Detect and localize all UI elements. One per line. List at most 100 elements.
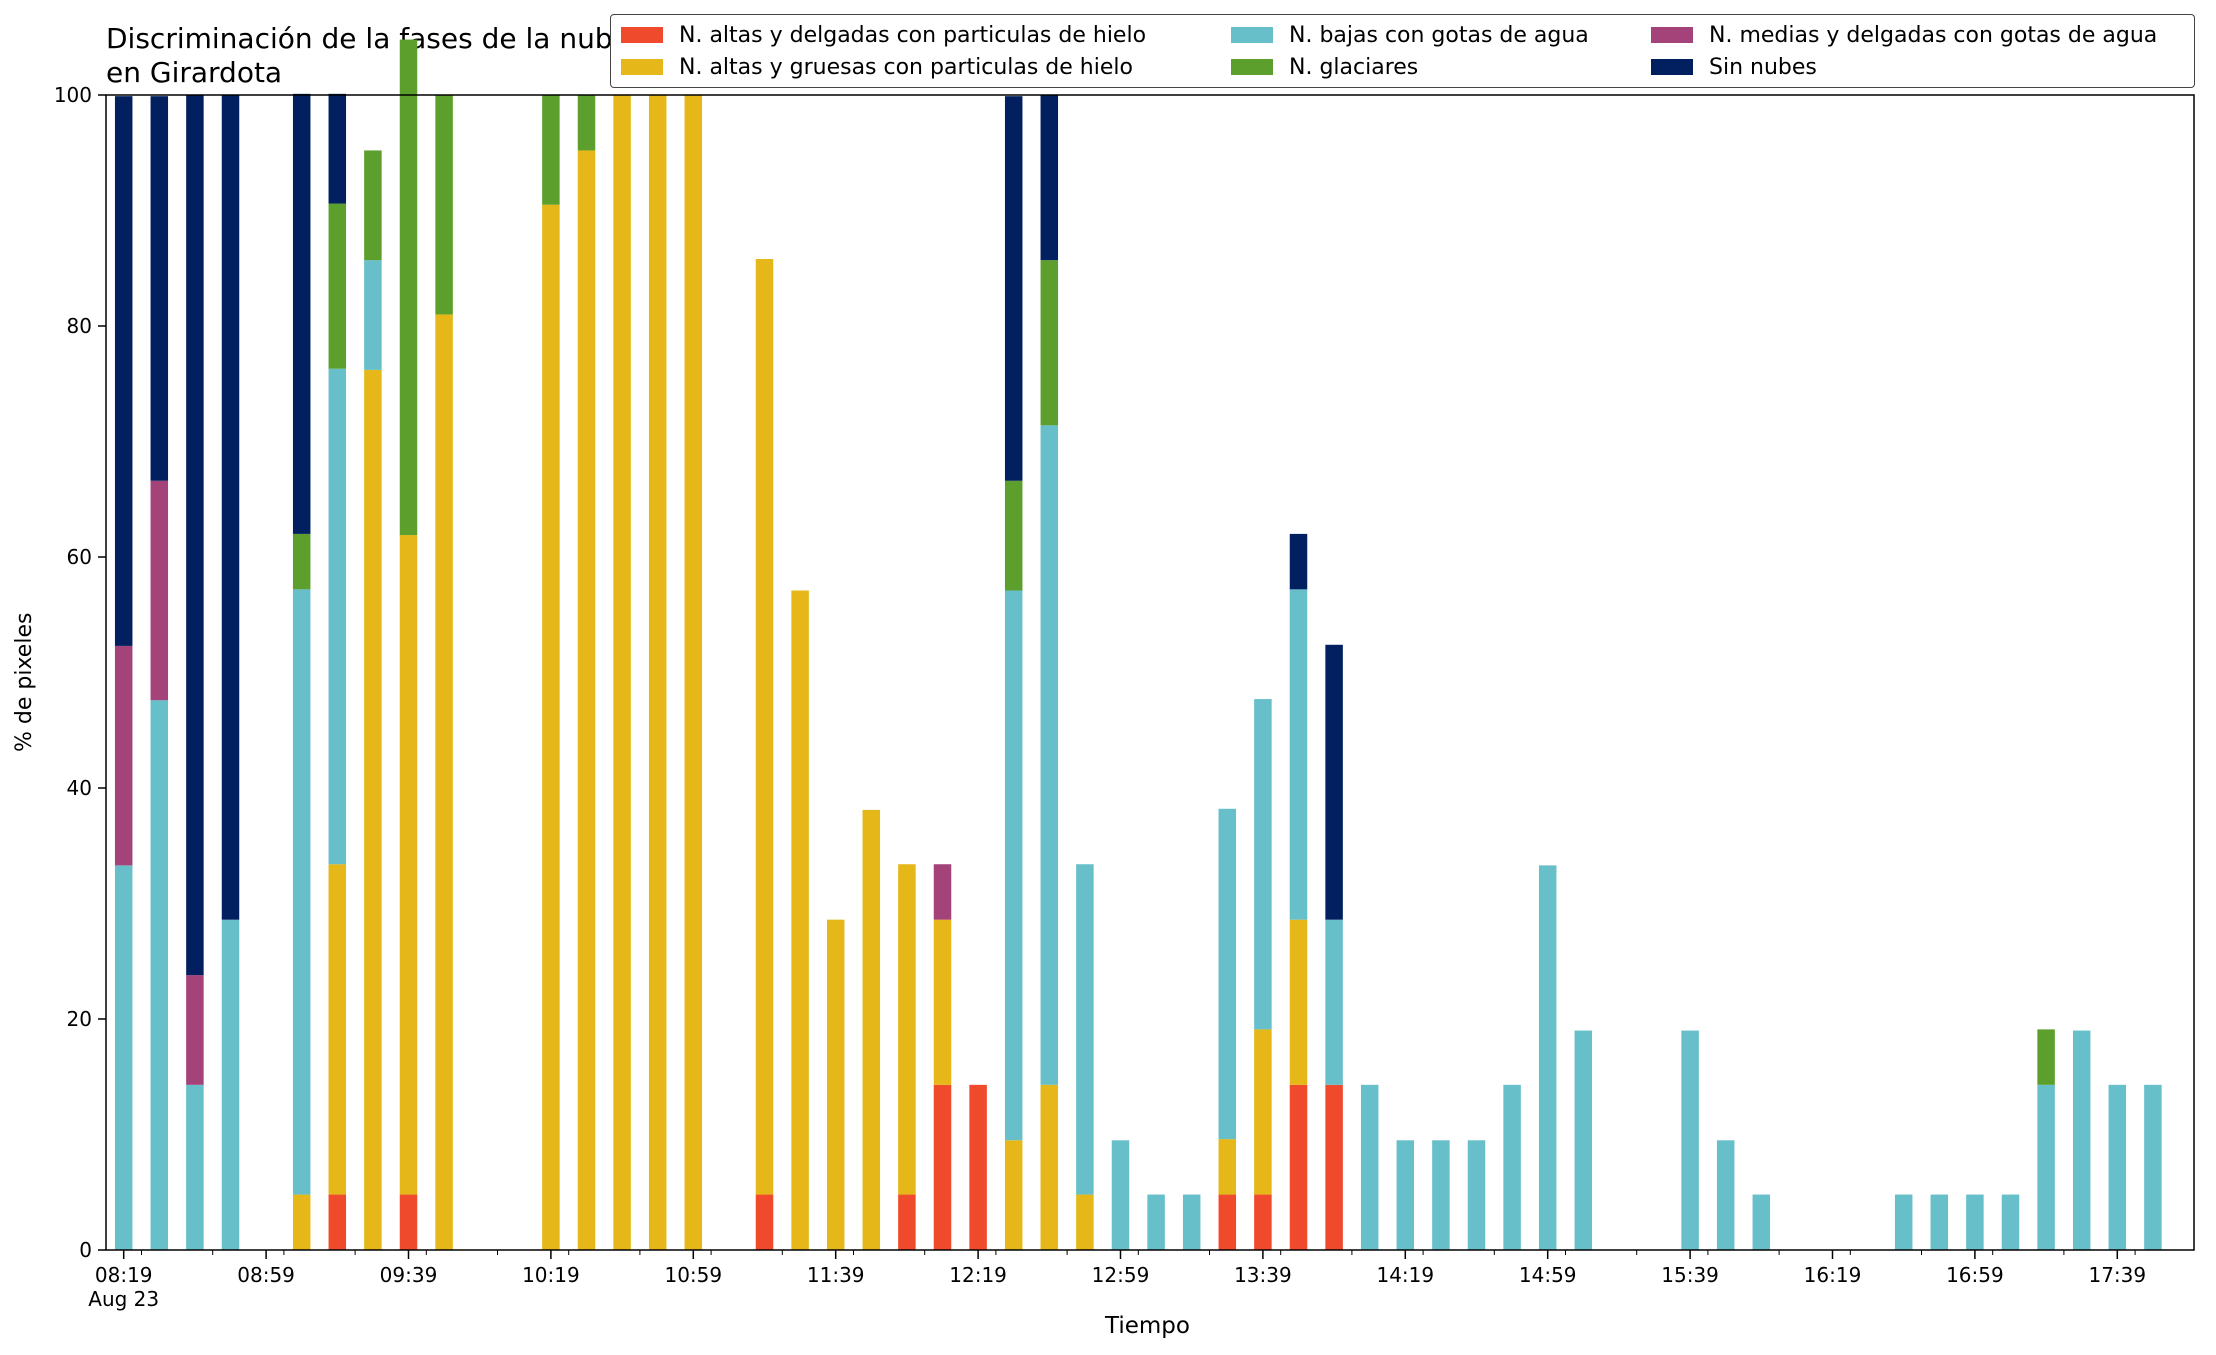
bar-segment-53-2: [2001, 1194, 2020, 1250]
y-tick-label: 0: [79, 1238, 92, 1262]
legend-swatch: [621, 26, 663, 43]
bar-segment-25-1: [1004, 1140, 1023, 1250]
x-tick-sublabel: Aug 23: [88, 1287, 159, 1311]
x-axis-label: Tiempo: [1105, 1313, 1190, 1339]
bar-segment-0-2: [114, 865, 133, 1250]
bar-segment-39-2: [1503, 1084, 1521, 1250]
bar-segment-44-2: [1681, 1030, 1699, 1250]
bar-segment-2-4: [186, 975, 204, 1085]
legend-label: N. medias y delgadas con gotas de agua: [1709, 23, 2158, 48]
x-tick-label: 10:59: [664, 1263, 722, 1287]
legend-item-bajas-agua: N. bajas con gotas de agua: [1231, 23, 1589, 49]
bar-segment-18-1: [755, 259, 774, 1195]
bar-segment-37-2: [1432, 1140, 1450, 1250]
bar-segment-30-2: [1182, 1194, 1201, 1250]
bar-segment-27-2: [1076, 864, 1094, 1195]
legend-label: Sin nubes: [1709, 55, 1817, 80]
legend-swatch: [1231, 26, 1273, 43]
legend-swatch: [621, 58, 663, 75]
bar-segment-8-1: [399, 535, 418, 1195]
x-tick-label: 13:39: [1234, 1263, 1292, 1287]
bar-segment-31-2: [1218, 808, 1237, 1140]
bar-segment-34-2: [1325, 919, 1343, 1085]
bar-segment-32-1: [1254, 1029, 1272, 1195]
bar-segment-23-1: [933, 919, 952, 1085]
bar-segment-52-2: [1966, 1194, 1984, 1250]
x-tick-label: 16:19: [1804, 1263, 1862, 1287]
bar-segment-6-1: [328, 864, 347, 1195]
bar-segment-8-3: [399, 39, 418, 536]
bar-segment-51-2: [1930, 1194, 1949, 1250]
bar-segment-6-0: [328, 1194, 347, 1250]
bar-segment-16-1: [684, 95, 703, 1250]
x-tick-label: 12:19: [949, 1263, 1007, 1287]
bar-segment-1-5: [150, 96, 169, 481]
bar-segment-31-1: [1218, 1139, 1237, 1195]
y-tick-label: 80: [67, 314, 92, 338]
bar-segment-50-2: [1894, 1194, 1913, 1250]
bar-segment-33-0: [1289, 1084, 1308, 1250]
bar-segment-6-3: [328, 203, 347, 369]
bar-segment-26-2: [1040, 425, 1059, 1085]
bar-segment-34-5: [1325, 644, 1343, 920]
bar-segment-24-0: [969, 1084, 987, 1250]
bar-segment-1-4: [150, 480, 169, 701]
bar-segment-54-3: [2037, 1029, 2055, 1085]
legend-item-glaciares: N. glaciares: [1231, 55, 1418, 81]
bar-segment-25-5: [1004, 96, 1023, 481]
x-tick-label: 14:59: [1519, 1263, 1577, 1287]
bar-segment-6-5: [328, 93, 347, 204]
bar-segment-21-1: [862, 809, 881, 1250]
bar-segment-6-2: [328, 368, 347, 865]
bar-segment-14-1: [613, 95, 631, 1250]
bar-segment-5-2: [292, 589, 311, 1195]
bar-segment-32-2: [1254, 699, 1272, 1030]
x-tick-label: 15:39: [1661, 1263, 1719, 1287]
x-tick-label: 12:59: [1092, 1263, 1150, 1287]
legend-swatch: [1651, 58, 1693, 75]
plot-frame: [105, 94, 2195, 1251]
bar-segment-2-2: [186, 1084, 204, 1250]
legend: N. altas y delgadas con particulas de hi…: [610, 14, 2195, 88]
chart-title: Discriminación de la fases de la nube en…: [106, 22, 630, 89]
y-tick-label: 60: [67, 545, 92, 569]
bar-segment-26-3: [1040, 260, 1059, 426]
x-tick-label: 09:39: [380, 1263, 438, 1287]
bar-segment-13-1: [577, 150, 596, 1251]
bar-segment-28-2: [1111, 1140, 1130, 1250]
legend-label: N. altas y gruesas con particulas de hie…: [679, 55, 1133, 80]
y-tick-label: 20: [67, 1007, 92, 1031]
legend-item-altas-gruesas: N. altas y gruesas con particulas de hie…: [621, 55, 1133, 81]
bar-segment-7-3: [364, 150, 382, 261]
bar-segment-40-2: [1538, 865, 1557, 1250]
bar-segment-5-5: [292, 93, 311, 534]
bar-segment-5-3: [292, 533, 311, 590]
bar-segment-19-1: [791, 590, 809, 1250]
bar-segment-12-3: [542, 95, 560, 205]
bar-segment-33-5: [1289, 533, 1308, 590]
bar-segment-35-2: [1360, 1084, 1379, 1250]
bar-segment-54-2: [2037, 1084, 2055, 1250]
bar-segment-12-1: [542, 204, 560, 1251]
bar-segment-15-1: [648, 95, 667, 1250]
bar-segment-20-1: [826, 919, 845, 1250]
bar-segment-25-2: [1004, 590, 1023, 1141]
bar-segment-23-4: [933, 864, 952, 920]
bar-segment-38-2: [1467, 1140, 1486, 1250]
legend-item-sin-nubes: Sin nubes: [1651, 55, 1817, 81]
bar-segment-46-2: [1752, 1194, 1771, 1250]
bar-segment-36-2: [1396, 1140, 1415, 1250]
bar-segment-9-3: [435, 95, 453, 315]
bar-segment-56-2: [2108, 1084, 2127, 1250]
bar-segment-31-0: [1218, 1194, 1237, 1250]
y-tick-label: 40: [67, 776, 92, 800]
bar-segment-41-2: [1574, 1030, 1593, 1250]
bar-segment-13-3: [577, 95, 596, 151]
bar-segment-22-0: [898, 1194, 916, 1250]
bar-segment-55-2: [2072, 1030, 2091, 1250]
bar-segment-29-2: [1147, 1194, 1165, 1250]
x-tick-label: 10:19: [522, 1263, 580, 1287]
legend-label: N. bajas con gotas de agua: [1289, 23, 1589, 48]
x-tick-label: 08:19: [95, 1263, 153, 1287]
